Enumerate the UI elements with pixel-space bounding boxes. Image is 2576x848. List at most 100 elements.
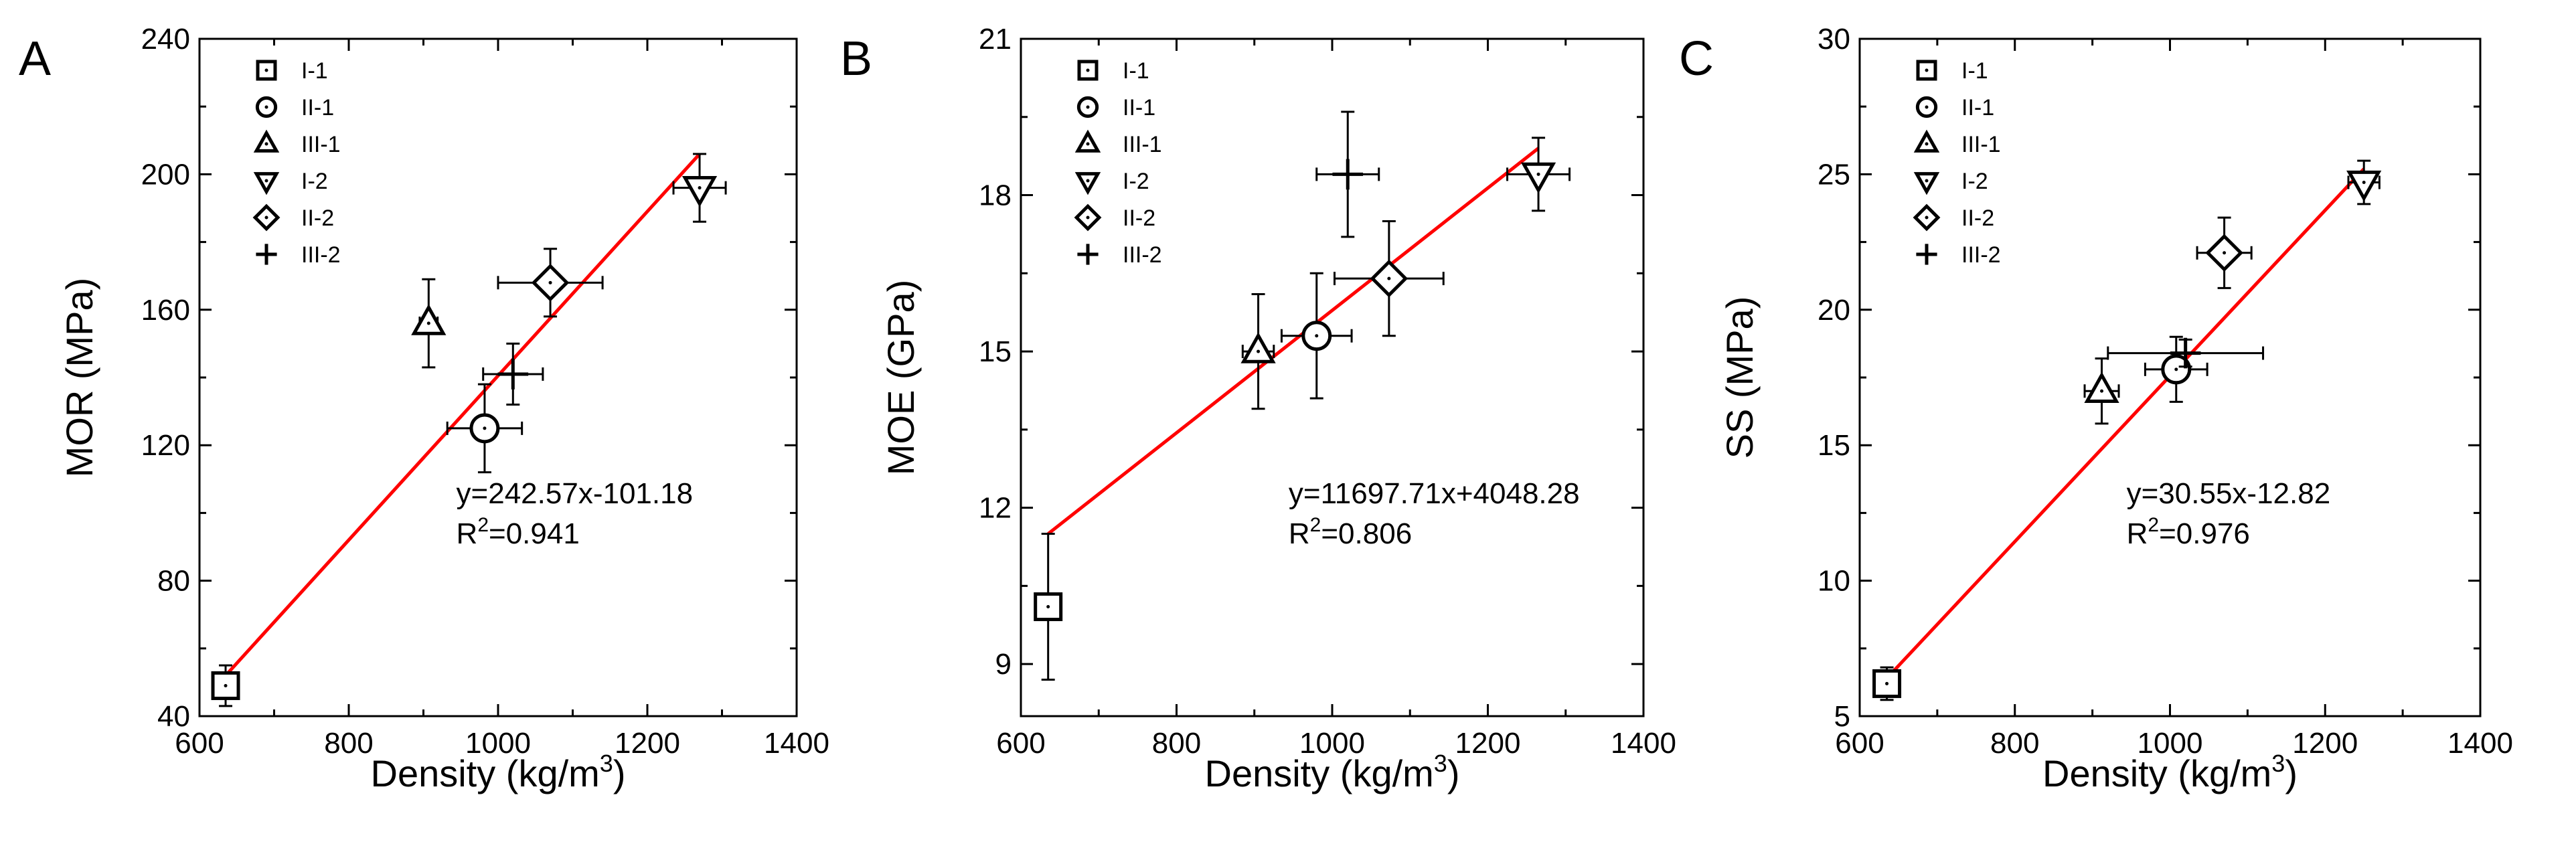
marker-center-dot [1086,216,1090,220]
panel-c: 600 800 1000 1200 1400 5 10 15 20 25 30 Density (kg… [1679,23,2513,794]
data-point-i-1 [1872,666,1902,701]
y-tick-label: 200 [141,158,190,191]
marker-center-dot [1387,276,1391,280]
x-tick-label: 1000 [465,727,531,760]
x-tick-label: 600 [996,727,1045,760]
legend-marker [1074,172,1101,195]
legend-marker [1913,172,1940,195]
data-point-ii-1 [1280,272,1353,400]
data-point-i-2 [672,153,727,223]
marker-center-dot [264,216,268,220]
data-point-iii-1 [2083,357,2120,425]
legend-label: I-1 [301,58,328,84]
legend: I-1 II-1 III-1 I-2 II-2 III-2 [252,58,341,268]
marker-center-dot [264,179,268,183]
legend-label: III-2 [301,242,341,268]
fit-equation: y=11697.71x+4048.28 [1289,477,1580,510]
r2-sup: 2 [1310,514,1321,536]
marker-center-dot [2223,251,2227,255]
data-marker [2346,170,2382,202]
legend-marker [253,129,280,153]
r2-prefix: R [1289,517,1310,550]
marker-center-dot [264,105,268,109]
data-point-iii-1 [411,278,447,369]
data-marker [411,304,447,335]
x-tick-label: 800 [1152,727,1201,760]
x-tick-label: 600 [1835,727,1884,760]
panel-a: 600 800 1000 1200 1400 40 80 120 160 200 240 Densit… [19,23,829,794]
fit-line [224,153,701,677]
marker-center-dot [1086,68,1090,72]
fit-line [1047,147,1540,535]
r2-sup: 2 [477,514,489,536]
legend: I-1 II-1 III-1 I-2 II-2 III-2 [1074,58,1162,268]
y-axis-title: MOR (MPa) [58,278,100,478]
marker-center-dot [264,68,268,72]
marker-center-dot [1046,605,1050,609]
data-point-ii-2 [2196,216,2253,289]
x-axis-title-main: Density (kg/m [2042,752,2271,794]
y-axis-title: SS (MPa) [1718,296,1761,459]
x-tick-label: 1000 [1299,727,1365,760]
x-tick-label: 1400 [764,727,829,760]
y-tick-label: 80 [157,565,190,598]
data-marker [2170,337,2201,369]
legend-label: I-1 [1961,58,1988,84]
legend-marker [1916,244,1937,265]
data-marker [681,175,718,207]
legend-marker [1077,244,1099,265]
data-point-ii-1 [446,383,524,474]
x-tick-label: 1400 [2447,727,2513,760]
legend-label: III-1 [1123,132,1162,157]
legend-marker [1077,60,1099,81]
y-tick-label: 12 [979,492,1012,525]
marker-center-dot [1885,681,1889,685]
marker-center-dot [1925,142,1929,146]
x-axis-title-sup: 3 [600,750,613,777]
y-tick-label: 5 [1834,700,1850,733]
legend-label: I-2 [1123,169,1149,194]
x-axis-title-main: Density (kg/m [1205,752,1434,794]
r2-value: =0.941 [489,517,580,550]
y-tick-label: 30 [1818,23,1850,56]
marker-center-dot [2100,389,2104,393]
r2-prefix: R [2127,517,2148,550]
marker-center-dot [1086,105,1090,109]
x-tick-label: 1200 [1455,727,1521,760]
data-point-iii-2 [1315,110,1380,238]
legend-label: II-1 [1961,95,1994,120]
marker-center-dot [483,426,487,430]
data-marker [211,671,240,700]
data-marker [497,359,529,390]
y-tick-label: 20 [1818,294,1850,327]
marker-center-dot [1257,349,1261,353]
y-axis-title: MOE (GPa) [880,280,922,475]
data-point-ii-1 [2144,335,2208,403]
marker-center-dot [2174,367,2178,371]
x-tick-label: 800 [1990,727,2039,760]
panel-letter: C [1679,32,1714,86]
x-axis-title: Density (kg/m3) [2042,750,2298,794]
y-tick-label: 240 [141,23,190,56]
marker-center-dot [1925,68,1929,72]
y-tick-label: 21 [979,23,1012,56]
x-axis-title-end: ) [1447,752,1460,794]
legend-label: III-1 [301,132,341,157]
data-point-i-1 [1034,533,1063,681]
marker-center-dot [1086,179,1090,183]
legend-label: II-2 [1123,205,1155,231]
panel-letter: B [840,32,872,86]
legend-marker [1074,129,1101,153]
x-tick-label: 600 [175,727,224,760]
marker-center-dot [426,321,430,325]
y-tick-label: 10 [1818,565,1850,598]
x-axis-title-sup: 3 [2271,750,2285,777]
marker-center-dot [1925,105,1929,109]
y-tick-label: 40 [157,700,190,733]
y-tick-label: 120 [141,429,190,462]
data-point-ii-2 [497,248,604,318]
x-axis-title-end: ) [2285,752,2298,794]
r2-value: =0.806 [1321,517,1412,550]
data-point-i-2 [2346,159,2382,205]
data-point-iii-2 [2107,337,2265,369]
